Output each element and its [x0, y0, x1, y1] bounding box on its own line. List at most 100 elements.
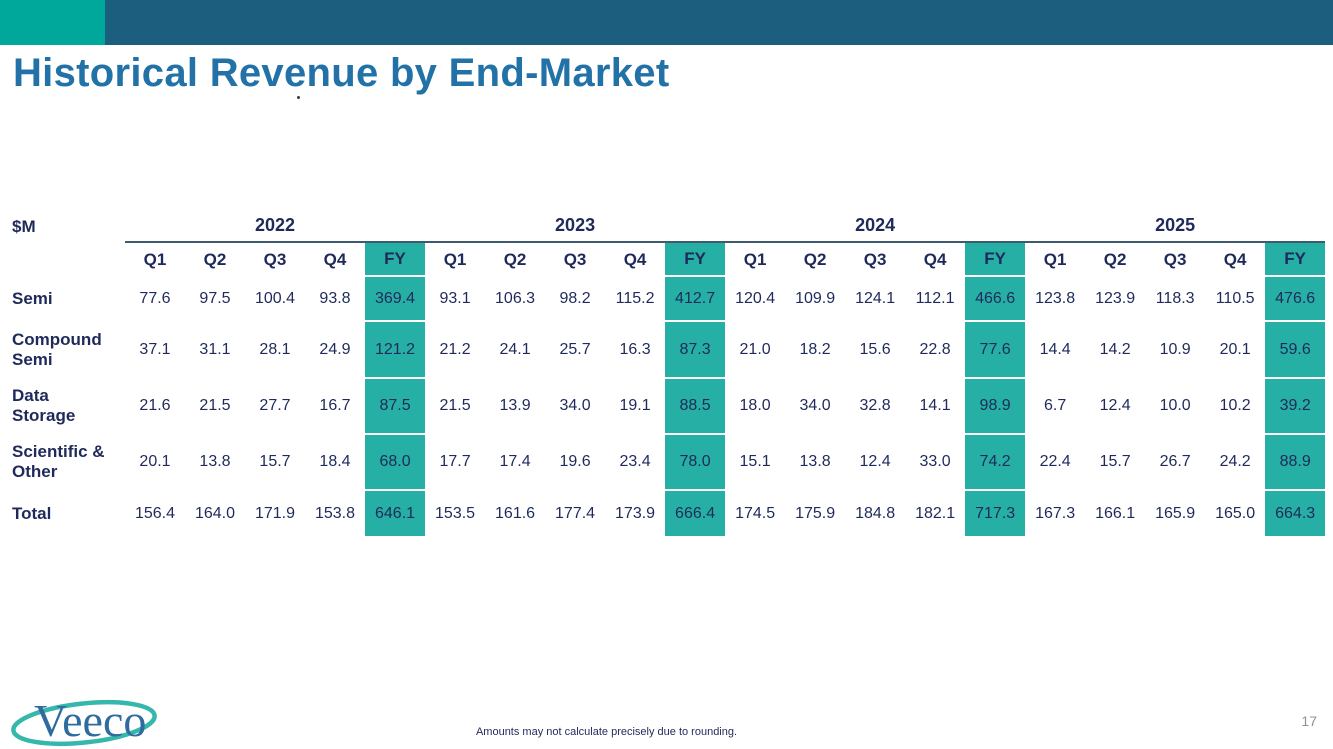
value-cell: 12.4 [1099, 397, 1131, 414]
value-cell: 13.9 [499, 397, 531, 414]
quarter-header-cell: Q1 [143, 249, 167, 269]
value-cell: 25.7 [559, 340, 591, 358]
value-cell: 156.4 [134, 504, 176, 522]
row-label-cell: Semi [12, 276, 125, 321]
fy-value-cell: 59.6 [1265, 321, 1326, 379]
value-cell: 17.7 [439, 453, 471, 470]
value-cell: 115.2 [615, 289, 655, 307]
row-label-line: Semi [12, 288, 53, 308]
quarter-header-cell: Q1 [743, 249, 767, 269]
row-label-cell: Data Storage [12, 378, 125, 434]
value-cell: 14.1 [919, 397, 951, 414]
row-label-cell: Scientific & Other [12, 434, 125, 490]
value-cell: 112.1 [915, 289, 955, 307]
row-label-line: Scientific & [12, 442, 105, 461]
fy-value-cell: 666.4 [665, 490, 726, 538]
fy-value-cell: 87.5 [365, 378, 426, 435]
value-cell: 118.3 [1155, 289, 1195, 307]
value-cell: 15.7 [259, 453, 291, 470]
value-cell: 10.9 [1159, 340, 1191, 358]
value-cell: 15.1 [739, 453, 771, 470]
value-cell: 28.1 [259, 340, 291, 358]
header-bar [105, 0, 1333, 45]
fy-value-cell: 98.9 [965, 378, 1026, 435]
fy-value-cell: 39.2 [1265, 378, 1326, 435]
value-cell: 14.2 [1099, 340, 1131, 358]
table-row: Scientific & Other 20.1 13.8 15.7 18.4 68.0 17.… [12, 434, 1326, 491]
row-label-cell: Total [12, 490, 125, 537]
value-cell: 32.8 [859, 397, 891, 414]
value-cell: 15.6 [859, 340, 891, 358]
quarter-header-cell: Q3 [263, 249, 287, 269]
fy-value-cell: 121.2 [365, 321, 426, 379]
revenue-by-end-market-table: $M 2022 2023 2024 2025 Q1 Q2 Q3 Q4 FY Q1 Q2 Q3 Q4 FY Q1… [12, 210, 1326, 538]
value-cell: 21.0 [739, 340, 771, 358]
quarter-header-cell: Q4 [323, 249, 347, 269]
fy-value-cell: 88.9 [1265, 434, 1326, 491]
quarter-header-cell: Q2 [803, 249, 827, 269]
fy-header-cell: FY [965, 242, 1026, 277]
value-cell: 17.4 [499, 453, 531, 470]
rounding-footnote: Amounts may not calculate precisely due … [475, 726, 738, 738]
fy-value-cell: 78.0 [665, 434, 726, 491]
quarter-header-cell: Q3 [563, 249, 587, 269]
value-cell: 21.5 [439, 397, 471, 414]
fy-value-cell: 87.3 [665, 321, 726, 379]
value-cell: 106.3 [495, 289, 536, 307]
value-cell: 177.4 [555, 504, 596, 522]
fy-value-cell: 412.7 [665, 276, 726, 322]
value-cell: 22.4 [1039, 453, 1071, 470]
value-cell: 174.5 [735, 504, 776, 522]
quarter-header-cell: Q4 [623, 249, 647, 269]
quarter-header-cell: Q2 [503, 249, 527, 269]
value-cell: 16.7 [319, 397, 351, 414]
value-cell: 120.4 [735, 289, 776, 307]
value-cell: 15.7 [1099, 453, 1131, 470]
value-cell: 13.8 [199, 453, 231, 470]
quarter-header-cell: Q3 [863, 249, 887, 269]
years-header-row: $M 2022 2023 2024 2025 [12, 210, 1326, 243]
value-cell: 21.2 [439, 340, 471, 358]
value-cell: 93.1 [439, 289, 471, 307]
quarter-header-cell: Q2 [203, 249, 227, 269]
value-cell: 34.0 [559, 397, 591, 414]
year-header-cell: 2023 [425, 210, 726, 243]
veeco-logo: Veeco [11, 695, 157, 747]
units-label-cell: $M [12, 217, 36, 236]
value-cell: 10.2 [1219, 397, 1251, 414]
value-cell: 20.1 [1219, 340, 1251, 358]
value-cell: 161.6 [495, 504, 536, 522]
row-label-line: Data [12, 386, 49, 405]
value-cell: 77.6 [139, 289, 171, 307]
value-cell: 123.8 [1035, 289, 1076, 307]
fy-value-cell: 68.0 [365, 434, 426, 491]
value-cell: 6.7 [1044, 397, 1067, 414]
row-label-line: Semi [12, 349, 53, 369]
value-cell: 21.6 [139, 397, 171, 414]
fy-value-cell: 476.6 [1265, 276, 1326, 322]
value-cell: 19.6 [559, 453, 591, 470]
quarter-header-cell: Q4 [923, 249, 947, 269]
fy-value-cell: 466.6 [965, 276, 1026, 322]
veeco-logo-swoosh [11, 699, 157, 747]
fy-value-cell: 717.3 [965, 490, 1026, 538]
row-label-line: Compound [12, 329, 102, 349]
value-cell: 153.8 [314, 504, 356, 522]
value-cell: 18.0 [739, 397, 771, 414]
value-cell: 165.0 [1215, 504, 1256, 522]
value-cell: 123.9 [1095, 289, 1136, 307]
value-cell: 24.1 [499, 340, 531, 358]
value-cell: 167.3 [1035, 504, 1076, 522]
value-cell: 31.1 [199, 340, 231, 358]
quarter-header-cell: Q1 [443, 249, 467, 269]
year-header-cell: 2024 [725, 210, 1026, 243]
year-header-cell: 2025 [1025, 210, 1326, 243]
value-cell: 124.1 [855, 289, 896, 307]
value-cell: 171.9 [254, 504, 296, 522]
value-cell: 110.5 [1215, 289, 1255, 307]
fy-value-cell: 88.5 [665, 378, 726, 435]
header-accent-block [0, 0, 105, 45]
value-cell: 24.9 [319, 340, 351, 358]
value-cell: 27.7 [259, 397, 291, 414]
